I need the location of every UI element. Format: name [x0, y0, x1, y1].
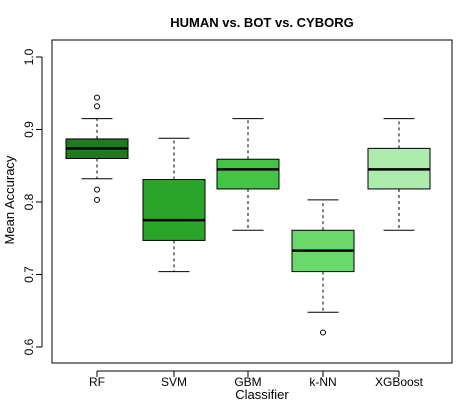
outlier-point	[94, 196, 100, 203]
y-tick-label: 0.6	[22, 338, 36, 355]
x-axis-label: Classifier	[235, 387, 289, 402]
outlier-point	[94, 94, 100, 101]
x-tick-label: k-NN	[309, 375, 336, 389]
y-tick-label: 1.0	[22, 48, 36, 65]
x-tick-label: GBM	[234, 375, 261, 389]
x-tick-label: XGBoost	[375, 375, 424, 389]
x-tick-label: SVM	[161, 375, 187, 389]
y-tick-label: 0.9	[22, 121, 36, 138]
x-axis: RF SVM GBM k-NN XGBoost	[89, 370, 424, 389]
boxes-group	[65, 94, 431, 336]
box-k-nn	[291, 199, 355, 336]
box-svm	[142, 137, 206, 273]
box-gbm	[216, 118, 280, 231]
plot-frame	[51, 39, 453, 364]
x-tick-label: RF	[89, 375, 105, 389]
outlier-point	[94, 186, 100, 193]
box-rf	[65, 94, 129, 203]
y-axis-label: Mean Accuracy	[2, 155, 17, 244]
box-iqr	[142, 179, 206, 241]
y-tick-label: 0.8	[22, 193, 36, 210]
chart-title: HUMAN vs. BOT vs. CYBORG	[170, 15, 353, 30]
box-xgboost	[367, 118, 431, 231]
y-axis: 0.6 0.7 0.8 0.9 1.0	[22, 48, 43, 355]
y-tick-label: 0.7	[22, 266, 36, 283]
outlier-point	[94, 103, 100, 110]
outlier-point	[320, 329, 326, 336]
box-iqr	[216, 158, 280, 190]
